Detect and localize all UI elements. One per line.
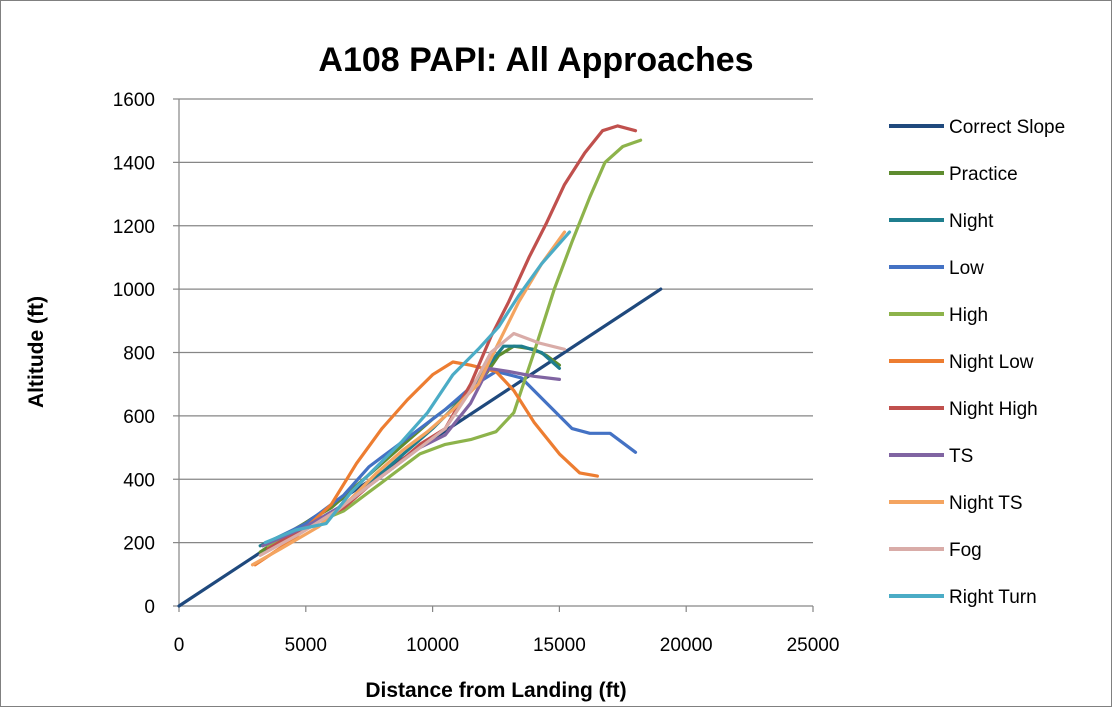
y-axis-title: Altitude (ft) — [25, 296, 48, 408]
legend-label-low: Low — [949, 258, 984, 279]
x-tick-label: 10000 — [406, 635, 459, 656]
chart-title: A108 PAPI: All Approaches — [318, 41, 753, 79]
y-tick-label: 400 — [123, 470, 155, 491]
x-tick-label: 20000 — [660, 635, 713, 656]
legend-label-ts: TS — [949, 446, 973, 467]
y-tick-label: 0 — [144, 597, 155, 618]
legend-label-fog: Fog — [949, 540, 982, 561]
legend-label-night-ts: Night TS — [949, 493, 1023, 514]
y-tick-label: 600 — [123, 407, 155, 428]
x-tick-label: 15000 — [533, 635, 586, 656]
legend-label-practice: Practice — [949, 164, 1018, 185]
legend-label-correct-slope: Correct Slope — [949, 117, 1065, 138]
x-tick-label: 5000 — [285, 635, 327, 656]
series-lines — [177, 124, 663, 608]
y-tick-label: 1400 — [113, 153, 155, 174]
legend-label-high: High — [949, 305, 988, 326]
legend-label-night: Night — [949, 211, 994, 232]
y-tick-label: 1600 — [113, 90, 155, 111]
legend-label-right-turn: Right Turn — [949, 587, 1037, 608]
axes — [173, 98, 814, 612]
y-tick-labels: 0 200 400 600 800 1000 1200 1400 1600 — [113, 90, 155, 618]
x-tick-label: 0 — [174, 635, 185, 656]
series-line-night-low — [253, 360, 600, 567]
gridlines — [179, 98, 813, 544]
legend-label-night-low: Night Low — [949, 352, 1034, 373]
x-tick-labels: 0 5000 10000 15000 20000 25000 — [174, 635, 840, 656]
series-line-high — [266, 138, 643, 548]
series-line-fog — [258, 331, 567, 557]
x-tick-label: 25000 — [787, 635, 840, 656]
y-tick-label: 200 — [123, 534, 155, 555]
legend-label-night-high: Night High — [949, 399, 1038, 420]
x-axis-title: Distance from Landing (ft) — [365, 679, 626, 702]
y-tick-label: 1200 — [113, 217, 155, 238]
legend: Correct Slope Practice Night Low High Night L… — [889, 117, 1065, 608]
series-line-night-high — [266, 124, 638, 551]
series-line-right-turn — [263, 230, 572, 545]
y-tick-label: 1000 — [113, 280, 155, 301]
y-tick-label: 800 — [123, 344, 155, 365]
